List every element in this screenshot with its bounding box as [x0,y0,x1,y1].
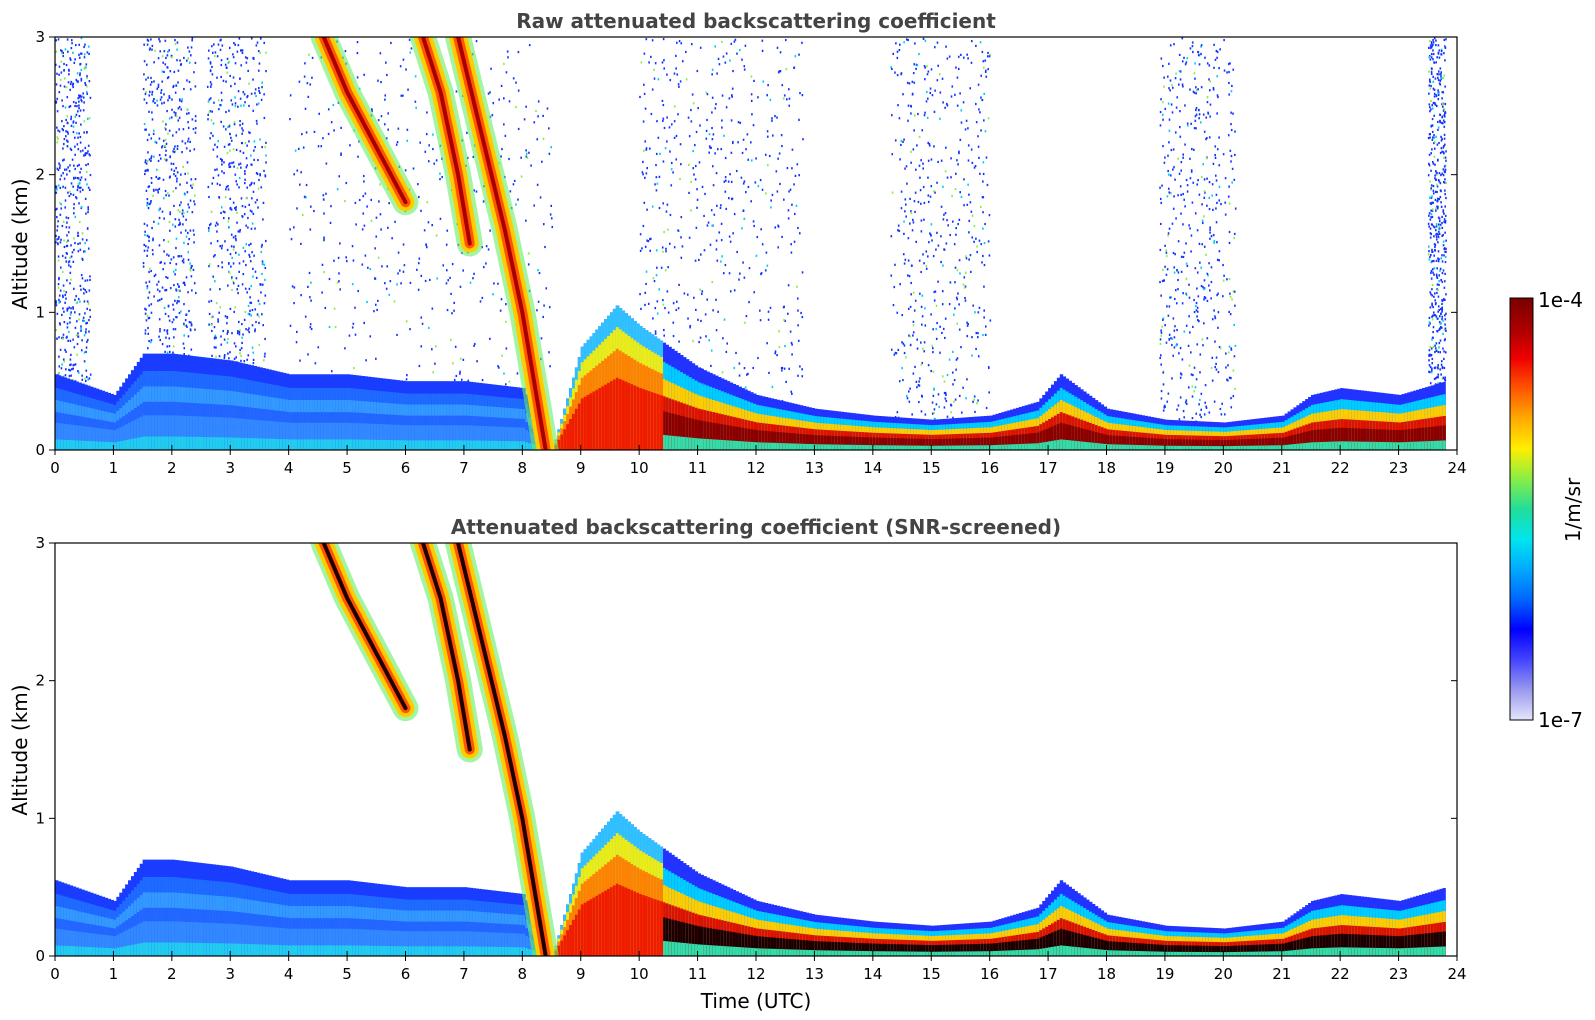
colorbar-min-label: 1e-7 [1538,708,1583,732]
x-tick-label: 15 [922,459,941,477]
x-tick-label: 16 [980,459,999,477]
x-tick-label: 2 [167,459,177,477]
x-tick-label: 21 [1272,965,1291,983]
y-tick-label: 3 [35,28,45,46]
x-tick-label: 8 [518,459,528,477]
x-tick-label: 14 [863,965,882,983]
colorbar-unit-label: 1/m/sr [1561,477,1585,542]
x-tick-label: 24 [1447,965,1466,983]
x-ticks: 0 1 2 3 4 5 6 7 8 9 10 11 12 13 14 15 16 17 18 19 20 21 22 23 24 [50,951,1467,983]
y-ticks: 0 1 2 3 [35,534,1457,965]
x-tick-label: 5 [342,459,352,477]
x-axis-label: Time (UTC) [700,989,812,1013]
x-tick-label: 4 [284,965,294,983]
panel-title: Raw attenuated backscattering coefficien… [516,9,996,33]
y-axis-label: Altitude (km) [8,684,32,815]
x-tick-label: 19 [1155,459,1174,477]
x-tick-label: 20 [1214,459,1233,477]
plot-area [55,543,1446,956]
x-tick-label: 11 [688,965,707,983]
x-tick-label: 4 [284,459,294,477]
x-tick-label: 6 [401,965,411,983]
x-tick-label: 1 [109,459,119,477]
x-tick-label: 0 [50,459,60,477]
fog-column [545,305,664,450]
x-tick-label: 14 [863,459,882,477]
x-tick-label: 24 [1447,459,1466,477]
plot-area [55,37,1447,450]
x-tick-label: 15 [922,965,941,983]
x-tick-label: 1 [109,965,119,983]
x-tick-label: 20 [1214,965,1233,983]
fog-column [545,811,664,956]
x-tick-label: 13 [805,459,824,477]
colorbar-max-label: 1e-4 [1538,288,1583,312]
x-tick-label: 10 [630,459,649,477]
noise-speckles [55,37,1447,423]
x-tick-label: 3 [225,965,235,983]
x-tick-label: 2 [167,965,177,983]
y-tick-label: 3 [35,534,45,552]
x-tick-label: 9 [576,459,586,477]
x-tick-label: 21 [1272,459,1291,477]
x-tick-label: 0 [50,965,60,983]
y-ticks: 0 1 2 3 [35,28,1457,459]
boundary-layer [55,305,1446,450]
x-tick-label: 12 [746,965,765,983]
colorbar: 1e-4 1e-7 1/m/sr [1509,288,1585,732]
x-tick-label: 22 [1331,965,1350,983]
boundary-layer [55,811,1446,956]
x-tick-label: 18 [1097,965,1116,983]
y-tick-label: 0 [35,947,45,965]
x-tick-label: 23 [1389,459,1408,477]
panel-raw: Raw attenuated backscattering coefficien… [8,9,1467,477]
x-tick-label: 23 [1389,965,1408,983]
x-tick-label: 11 [688,459,707,477]
x-tick-label: 16 [980,965,999,983]
x-tick-label: 17 [1039,459,1058,477]
y-axis-label: Altitude (km) [8,178,32,309]
y-tick-label: 2 [35,166,45,184]
x-tick-label: 8 [518,965,528,983]
y-tick-label: 1 [35,303,45,321]
x-tick-label: 6 [401,459,411,477]
x-tick-label: 13 [805,965,824,983]
x-tick-label: 7 [459,459,469,477]
x-tick-label: 19 [1155,965,1174,983]
x-ticks: 0 1 2 3 4 5 6 7 8 9 10 11 12 13 14 15 16 17 18 19 20 21 22 23 24 [50,445,1467,477]
x-tick-label: 7 [459,965,469,983]
y-tick-label: 0 [35,441,45,459]
cloud-layers [310,37,559,450]
panel-title: Attenuated backscattering coefficient (S… [451,515,1061,539]
x-tick-label: 12 [746,459,765,477]
colorbar-gradient [1509,297,1534,721]
x-tick-label: 5 [342,965,352,983]
x-tick-label: 9 [576,965,586,983]
x-tick-label: 17 [1039,965,1058,983]
cloud-layers [310,543,559,956]
x-tick-label: 3 [225,459,235,477]
x-tick-label: 22 [1331,459,1350,477]
panel-screened: Attenuated backscattering coefficient (S… [8,515,1467,1013]
x-tick-label: 18 [1097,459,1116,477]
y-tick-label: 1 [35,809,45,827]
y-tick-label: 2 [35,672,45,690]
x-tick-label: 10 [630,965,649,983]
